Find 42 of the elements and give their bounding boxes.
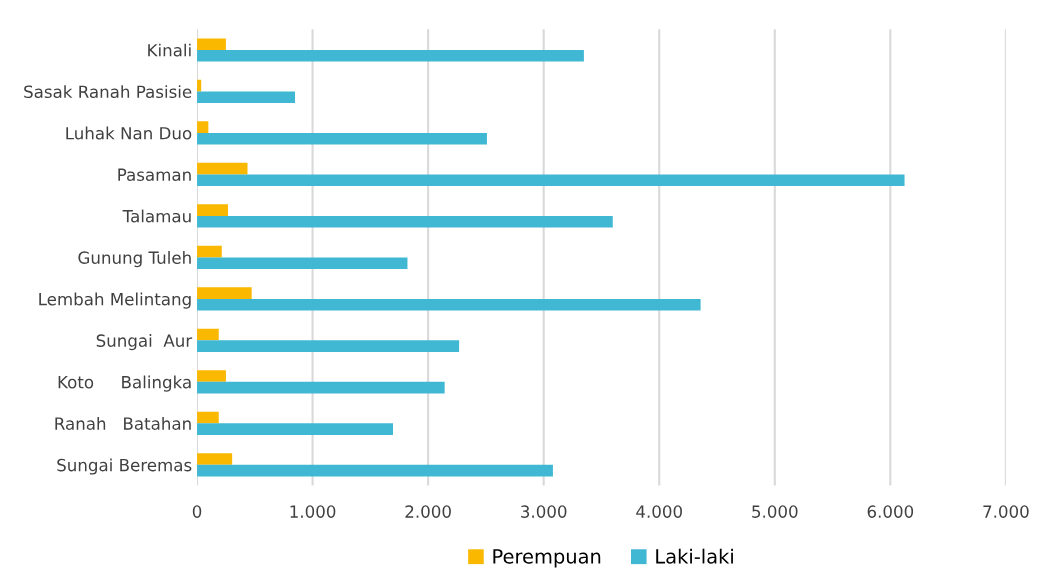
legend-label: Laki-laki [656, 548, 733, 564]
bar [197, 298, 701, 311]
bar [197, 132, 487, 145]
y-tick-label: Ranah Batahan [55, 417, 191, 430]
bar [197, 453, 233, 465]
y-tick-label: Sungai Beremas [57, 458, 192, 475]
bar [197, 464, 553, 477]
x-tick-label: 1.000 [290, 505, 336, 518]
y-tick-label: Kinali [148, 43, 191, 57]
x-tick-label: 7.000 [983, 505, 1029, 518]
legend-label: Perempuan [493, 549, 601, 568]
bar [197, 287, 252, 299]
bar [197, 215, 613, 228]
x-tick-label: 6.000 [867, 505, 914, 518]
bar [197, 91, 296, 104]
bar [197, 245, 222, 258]
bar [197, 174, 905, 187]
y-tick-label: Lembah Melintang [39, 292, 191, 309]
x-tick-label: 0 [192, 505, 202, 518]
y-tick-label: Gunung Tuleh [78, 251, 191, 268]
bar [197, 121, 209, 133]
bar [197, 411, 219, 424]
y-tick-label: Luhak Nan Duo [66, 126, 192, 140]
y-tick-label: Sungai Aur [96, 334, 193, 351]
x-tick-label: 4.000 [636, 505, 682, 518]
y-tick-label: Sasak Ranah Pasisie [24, 85, 192, 99]
bar [197, 370, 226, 382]
y-tick-label: Pasaman [118, 168, 191, 182]
bar [197, 340, 460, 352]
bar [197, 381, 445, 394]
bar [197, 38, 226, 50]
bar [197, 328, 219, 341]
x-tick-label: 3.000 [521, 505, 567, 518]
y-tick-label: Koto Balingka [58, 375, 191, 392]
bar [197, 162, 248, 175]
bar [197, 257, 408, 270]
bar [197, 423, 394, 435]
y-tick-label: Talamau [122, 209, 191, 223]
bar [197, 204, 228, 216]
bar [197, 49, 584, 62]
x-tick-label: 2.000 [405, 505, 451, 518]
x-tick-label: 5.000 [752, 505, 798, 518]
